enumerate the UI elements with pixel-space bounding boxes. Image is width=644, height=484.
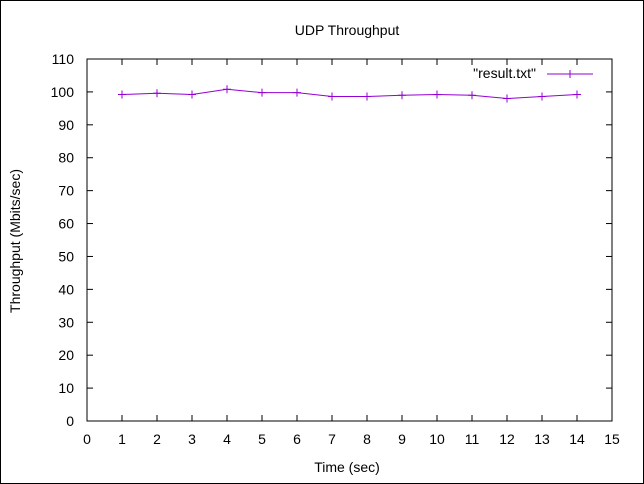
- data-point: [328, 92, 336, 101]
- y-tick-label: 70: [58, 183, 74, 199]
- x-tick-label: 14: [569, 431, 585, 447]
- x-tick-label: 11: [465, 431, 480, 447]
- x-tick-label: 6: [293, 431, 301, 447]
- data-point: [468, 91, 476, 100]
- data-point: [153, 89, 161, 98]
- y-axis-ticks: 0 10 20 30 40 50 60 70 80 90 100 110: [51, 51, 612, 429]
- y-tick-label: 100: [51, 84, 75, 100]
- data-point: [573, 90, 581, 99]
- x-tick-label: 3: [188, 431, 196, 447]
- y-tick-label: 110: [52, 51, 75, 67]
- x-tick-label: 7: [328, 431, 336, 447]
- y-tick-label: 20: [58, 347, 74, 363]
- data-point: [223, 85, 231, 94]
- x-tick-label: 0: [83, 431, 91, 447]
- data-point: [398, 91, 406, 100]
- data-point: [118, 90, 126, 99]
- x-tick-label: 8: [363, 431, 371, 447]
- plot-border: [86, 58, 613, 422]
- legend: "result.txt": [473, 65, 593, 81]
- x-tick-label: 1: [118, 431, 126, 447]
- y-tick-label: 80: [58, 150, 74, 166]
- y-tick-label: 60: [58, 216, 74, 232]
- x-axis-label: Time (sec): [314, 459, 380, 475]
- x-tick-label: 12: [499, 431, 515, 447]
- series-layer: [118, 85, 581, 103]
- data-point: [363, 92, 371, 101]
- data-point: [188, 90, 196, 99]
- x-axis-ticks: 0 1 2 3 4 5 6 7 8 9 10 11 12 13 14 15: [83, 59, 620, 447]
- x-tick-label: 2: [153, 431, 161, 447]
- x-tick-label: 10: [429, 431, 445, 447]
- y-tick-label: 40: [58, 281, 74, 297]
- legend-label: "result.txt": [473, 65, 536, 81]
- x-tick-label: 13: [534, 431, 550, 447]
- y-tick-label: 10: [58, 380, 74, 396]
- y-tick-label: 90: [58, 117, 74, 133]
- x-tick-label: 4: [223, 431, 231, 447]
- legend-marker: [566, 70, 574, 78]
- y-tick-label: 30: [58, 314, 74, 330]
- y-tick-label: 0: [66, 413, 74, 429]
- chart-title: UDP Throughput: [295, 22, 400, 38]
- series-line: [121, 88, 578, 100]
- data-point: [258, 88, 266, 97]
- x-tick-label: 9: [398, 431, 406, 447]
- x-tick-label: 15: [604, 431, 620, 447]
- y-axis-label: Throughput (Mbits/sec): [7, 169, 23, 313]
- data-point: [293, 88, 301, 97]
- data-point: [503, 94, 511, 103]
- data-point: [538, 92, 546, 101]
- data-point: [433, 90, 441, 99]
- y-tick-label: 50: [58, 248, 74, 264]
- x-tick-label: 5: [258, 431, 266, 447]
